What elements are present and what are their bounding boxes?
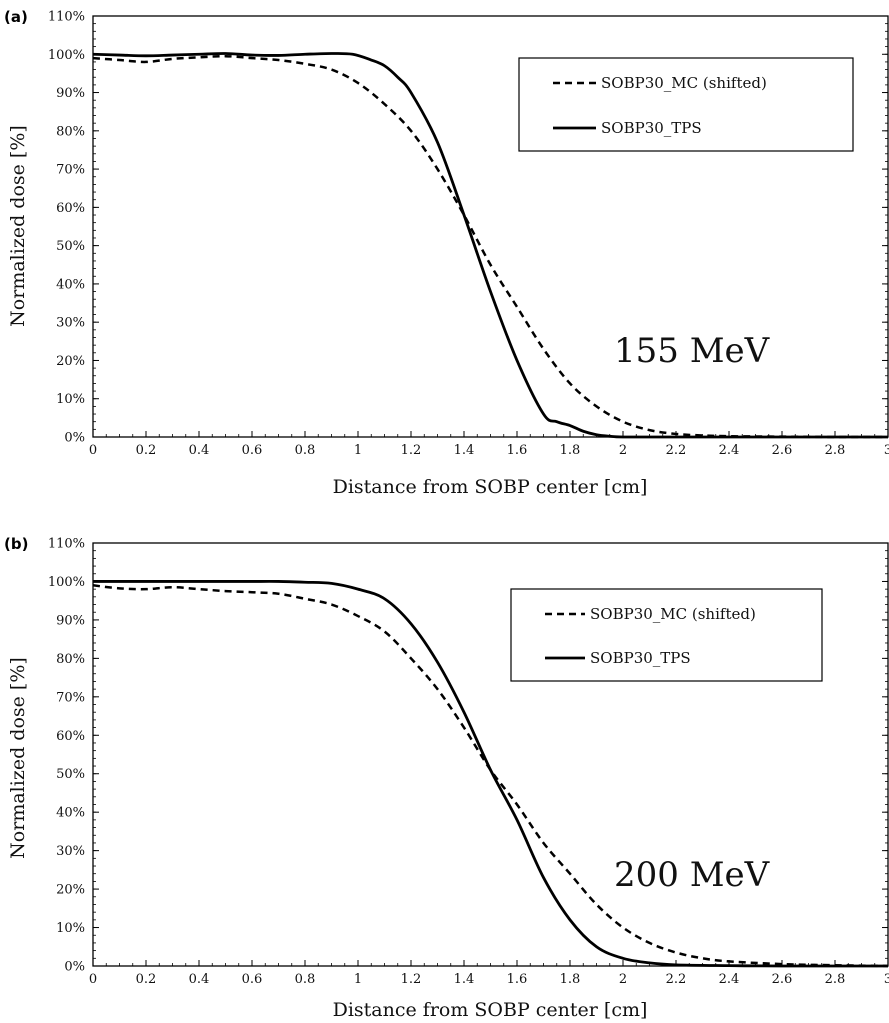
panel-a-y-tick-label: 20% — [56, 354, 85, 369]
panel-a-y-tick-label: 30% — [56, 316, 85, 331]
panel-a-series-mc-line — [92, 54, 889, 439]
panel-b-y-axis-label: Normalized dose [%] — [7, 657, 29, 859]
panel-b-x-tick-label: 2.8 — [825, 972, 846, 987]
panel-b-y-tick-label: 100% — [48, 575, 85, 590]
panel-b-legend: SOBP30_MC (shifted) SOBP30_TPS — [510, 588, 823, 682]
panel-b-x-tick-label: 0.2 — [136, 972, 157, 987]
panel-b-energy-annotation: 200 MeV — [614, 855, 771, 895]
panel-b-x-tick-label: 1.2 — [401, 972, 422, 987]
panel-a-y-axis-label: Normalized dose [%] — [7, 125, 29, 327]
panel-b-legend-label-tps: SOBP30_TPS — [590, 649, 691, 667]
panel-a-legend-label-mc: SOBP30_MC (shifted) — [601, 74, 767, 92]
panel-b-y-tick-label: 60% — [56, 729, 85, 744]
panel-b-y-tick-label: 20% — [56, 883, 85, 898]
panel-b-x-tick-label: 2 — [619, 972, 627, 987]
panel-b-series-group — [92, 579, 889, 968]
panel-a-x-tick-label: 0.2 — [136, 443, 157, 458]
panel-b-series-mc-line — [92, 584, 889, 968]
panel-b-x-tick-label: 0.8 — [295, 972, 316, 987]
panel-a-x-tick-label: 0.4 — [189, 443, 210, 458]
panel-a-legend: SOBP30_MC (shifted) SOBP30_TPS — [518, 57, 854, 152]
panel-b-x-tick-label: 0.4 — [189, 972, 210, 987]
panel-a-series-group — [92, 52, 889, 439]
panel-a-x-tick-label: 1.8 — [560, 443, 581, 458]
panel-b-y-tick-label: 70% — [56, 690, 85, 705]
panel-a-y-tick-label: 0% — [64, 431, 85, 446]
panel-a-x-tick-label: 0.6 — [242, 443, 263, 458]
panel-b-y-tick-label: 0% — [64, 960, 85, 975]
panel-a-legend-label-tps: SOBP30_TPS — [601, 119, 702, 137]
panel-b-y-tick-label: 40% — [56, 806, 85, 821]
panel-b-legend-label-mc: SOBP30_MC (shifted) — [590, 605, 756, 623]
panel-a-x-tick-label: 2.4 — [719, 443, 740, 458]
panel-a-x-tick-label: 2.2 — [666, 443, 687, 458]
panel-a-x-tick-label: 1.2 — [401, 443, 422, 458]
panel-b-tag: (b) — [4, 535, 28, 553]
panel-a-y-axis: 0% 10% 20% 30% 40% 50% 60% 70% 80% 90% 100% 110% — [48, 10, 888, 446]
panel-a-x-axis-label: Distance from SOBP center [cm] — [333, 476, 648, 498]
panel-a-y-tick-label: 60% — [56, 201, 85, 216]
panel-a-y-tick-label: 90% — [56, 86, 85, 101]
panel-b-y-axis: 0% 10% 20% 30% 40% 50% 60% 70% 80% 90% 100% 110% — [48, 537, 888, 975]
panel-a-x-tick-label: 0 — [89, 443, 97, 458]
panel-a-x-tick-label: 1 — [354, 443, 362, 458]
panel-a-series-tps-line — [92, 52, 888, 439]
panel-b: (b) 0 0.2 0.4 0.6 0.8 1 1.2 1.4 1.6 1.8 2 2.2 2.4 2.6… — [4, 535, 889, 1021]
panel-b-x-tick-label: 2.4 — [719, 972, 740, 987]
panel-b-y-tick-label: 50% — [56, 767, 85, 782]
panel-b-series-tps-line — [92, 579, 889, 968]
panel-a-x-tick-label: 0.8 — [295, 443, 316, 458]
panel-a-x-tick-label: 1.6 — [507, 443, 528, 458]
panel-a-energy-annotation: 155 MeV — [614, 331, 771, 371]
panel-a-x-tick-label: 2 — [619, 443, 627, 458]
panel-a-tag: (a) — [4, 8, 28, 26]
panel-a-y-tick-label: 100% — [48, 48, 85, 63]
panel-b-x-tick-label: 2.2 — [666, 972, 687, 987]
panel-a-y-tick-label: 110% — [48, 10, 85, 25]
panel-b-x-tick-label: 1.6 — [507, 972, 528, 987]
panel-b-x-tick-label: 0 — [89, 972, 97, 987]
panel-a: (a) 0 0.2 0.4 0.6 0.8 1 1.2 1.4 1.6 1.8 2 2.2 2.4 2.6… — [4, 8, 889, 498]
panel-a-x-tick-label: 2.6 — [772, 443, 793, 458]
panel-a-y-tick-label: 80% — [56, 124, 85, 139]
panel-a-y-tick-label: 70% — [56, 163, 85, 178]
panel-a-x-axis: 0 0.2 0.4 0.6 0.8 1 1.2 1.4 1.6 1.8 2 2.2 2.4 2.6 2.8 3 — [89, 431, 889, 458]
panel-a-x-tick-label: 3 — [884, 443, 889, 458]
panel-b-y-tick-label: 90% — [56, 613, 85, 628]
panel-b-x-tick-label: 1 — [354, 972, 362, 987]
panel-b-x-tick-label: 2.6 — [772, 972, 793, 987]
panel-b-x-axis-label: Distance from SOBP center [cm] — [333, 999, 648, 1021]
panel-a-y-tick-label: 50% — [56, 239, 85, 254]
panel-b-x-tick-label: 0.6 — [242, 972, 263, 987]
panel-b-y-tick-label: 110% — [48, 537, 85, 552]
panel-b-x-axis: 0 0.2 0.4 0.6 0.8 1 1.2 1.4 1.6 1.8 2 2.2 2.4 2.6 2.8 3 — [89, 960, 889, 987]
panel-b-x-tick-label: 1.4 — [454, 972, 475, 987]
panel-a-x-tick-label: 2.8 — [825, 443, 846, 458]
panel-a-x-tick-label: 1.4 — [454, 443, 475, 458]
panel-b-y-tick-label: 30% — [56, 844, 85, 859]
panel-b-x-tick-label: 1.8 — [560, 972, 581, 987]
panel-b-y-tick-label: 80% — [56, 652, 85, 667]
panel-b-legend-box — [510, 588, 823, 682]
panel-b-x-tick-label: 3 — [884, 972, 889, 987]
panel-a-legend-box — [518, 57, 854, 152]
panel-a-y-tick-label: 10% — [56, 392, 85, 407]
panel-b-y-tick-label: 10% — [56, 921, 85, 936]
panel-a-y-tick-label: 40% — [56, 277, 85, 292]
